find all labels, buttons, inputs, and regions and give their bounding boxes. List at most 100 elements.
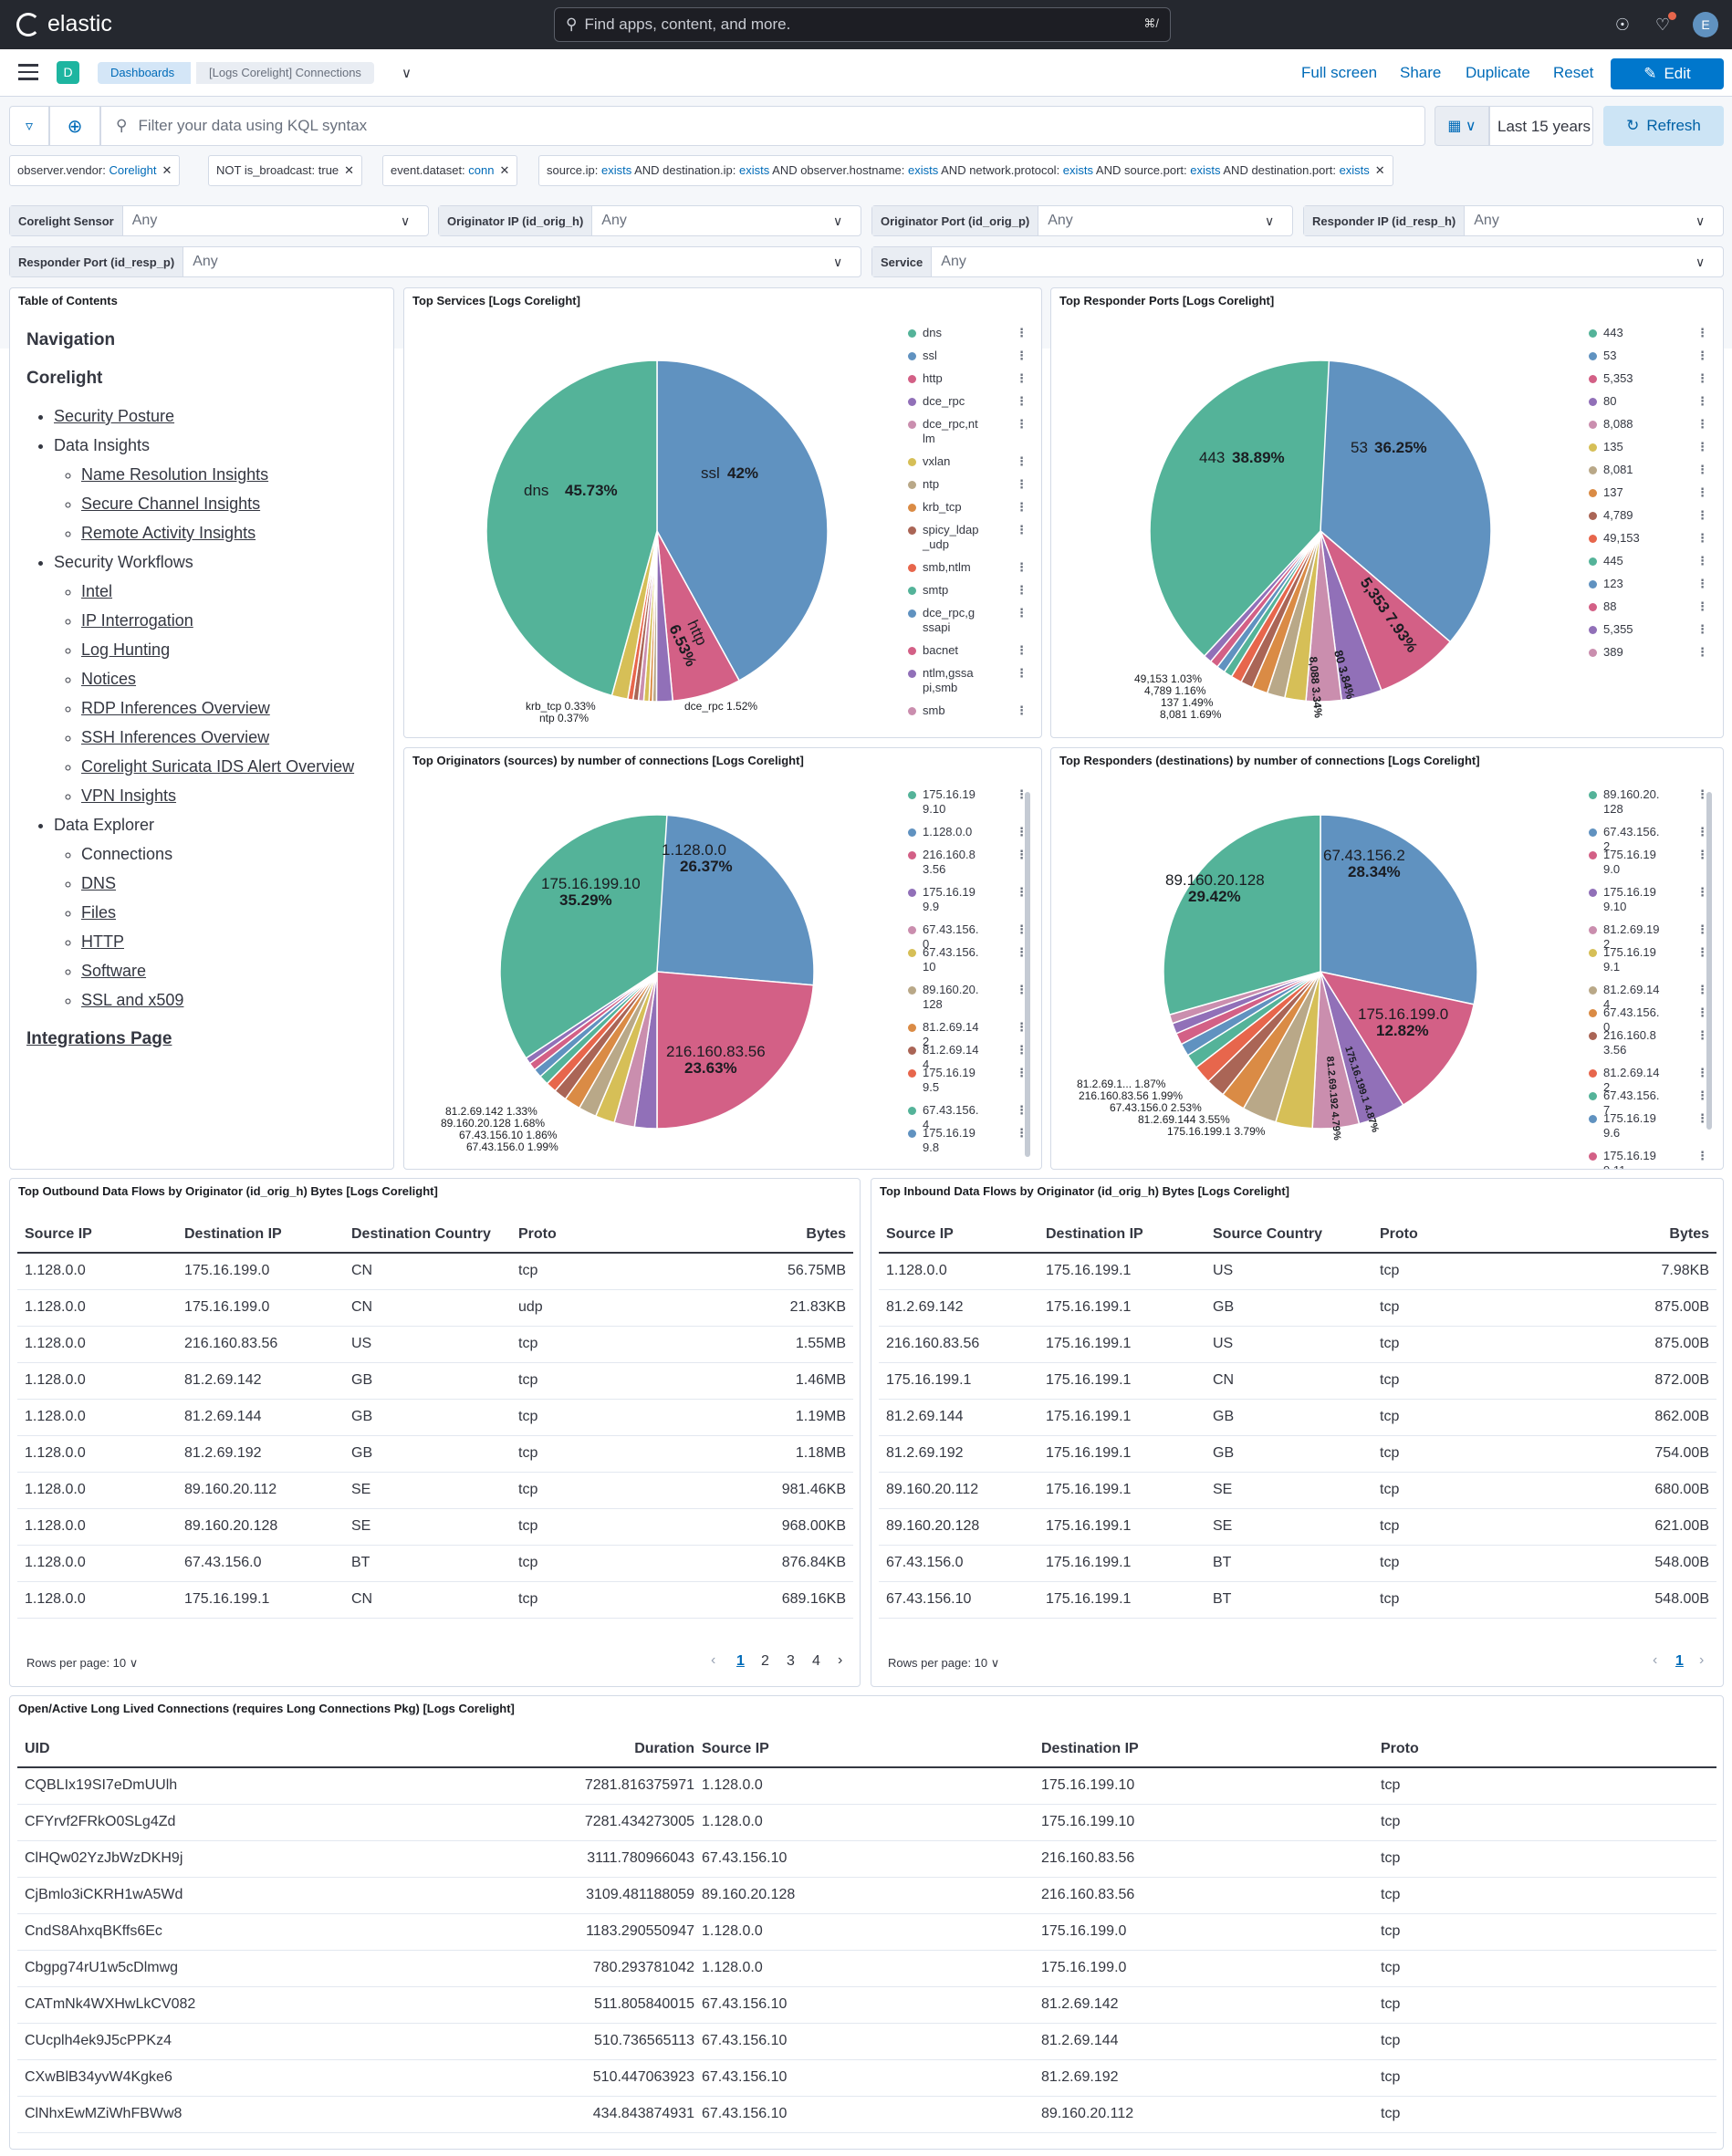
column-header[interactable]: UID [17,1731,382,1768]
column-header[interactable]: Destination IP [1041,1731,1381,1768]
legend-item[interactable]: 4,789 ⋮ [1589,508,1708,523]
legend-actions-icon[interactable]: ⋮ [1016,983,1028,996]
legend-item[interactable]: 67.43.156.2 ⋮ [1589,825,1708,854]
legend-item[interactable]: vxlan ⋮ [908,454,1028,469]
reset-button[interactable]: Reset [1553,64,1594,81]
column-header[interactable]: Proto [518,1216,685,1254]
legend-actions-icon[interactable]: ⋮ [1696,922,1708,936]
link-name-resolution[interactable]: Name Resolution Insights [81,465,269,484]
close-icon[interactable]: ✕ [344,163,355,177]
close-icon[interactable]: ✕ [162,163,172,177]
legend-item[interactable]: 175.16.199.10 ⋮ [1589,885,1708,914]
page-3[interactable]: 3 [787,1653,795,1669]
legend-item[interactable]: ntlm,gssapi,smb ⋮ [908,666,1028,695]
news-feed-icon[interactable]: ♡ [1654,16,1671,34]
legend-item[interactable]: 81.2.69.142 ⋮ [1589,1066,1708,1095]
filter-pill-vendor[interactable]: observer.vendor: Corelight ✕ [9,155,181,186]
legend-item[interactable]: 216.160.83.56 ⋮ [1589,1028,1708,1057]
legend-item[interactable]: 5,353 ⋮ [1589,371,1708,386]
legend-actions-icon[interactable]: ⋮ [1696,1028,1708,1042]
legend-item[interactable]: 137 ⋮ [1589,485,1708,500]
legend-item[interactable]: 175.16.199.6 ⋮ [1589,1111,1708,1140]
link-notices[interactable]: Notices [81,670,137,688]
link-http[interactable]: HTTP [81,932,124,951]
legend-item[interactable]: 67.43.156.4 ⋮ [908,1103,1028,1132]
legend-actions-icon[interactable]: ⋮ [1016,885,1028,899]
link-files[interactable]: Files [81,903,117,922]
legend-item[interactable]: dns ⋮ [908,326,1028,340]
legend-item[interactable]: 67.43.156.0 ⋮ [908,922,1028,952]
next-page-icon[interactable]: › [1699,1652,1705,1668]
legend-item[interactable]: 88 ⋮ [1589,599,1708,614]
legend-actions-icon[interactable]: ⋮ [1016,848,1028,861]
legend-actions-icon[interactable]: ⋮ [1016,1043,1028,1057]
legend-actions-icon[interactable]: ⋮ [1696,1005,1708,1019]
pie-slice[interactable] [1149,359,1330,658]
global-search-input[interactable]: ⚲ Find apps, content, and more. ⌘/ [554,7,1171,42]
legend-actions-icon[interactable]: ⋮ [1696,848,1708,861]
legend-actions-icon[interactable]: ⋮ [1696,349,1708,362]
legend-actions-icon[interactable]: ⋮ [1016,326,1028,339]
control-responder-ip[interactable]: Responder IP (id_resp_h) Any ∨ [1303,205,1724,236]
legend-item[interactable]: 53 ⋮ [1589,349,1708,363]
link-ip-interrogation[interactable]: IP Interrogation [81,611,193,630]
share-button[interactable]: Share [1400,64,1442,81]
elastic-logo[interactable]: elastic [16,11,112,37]
link-remote-activity[interactable]: Remote Activity Insights [81,524,256,542]
legend-item[interactable]: 175.16.199.9 ⋮ [908,885,1028,914]
legend-item[interactable]: dce_rpc,gssapi ⋮ [908,606,1028,635]
refresh-button[interactable]: ↻ Refresh [1603,106,1724,146]
legend-actions-icon[interactable]: ⋮ [1696,885,1708,899]
legend-scrollbar[interactable] [1025,792,1030,1157]
legend-item[interactable]: 175.16.199.8 ⋮ [908,1126,1028,1155]
link-vpn[interactable]: VPN Insights [81,786,177,805]
legend-item[interactable]: ssl ⋮ [908,349,1028,363]
legend-actions-icon[interactable]: ⋮ [1696,394,1708,408]
legend-item[interactable]: dce_rpc ⋮ [908,394,1028,409]
legend-actions-icon[interactable]: ⋮ [1016,560,1028,574]
legend-item[interactable]: 80 ⋮ [1589,394,1708,409]
legend-item[interactable]: 89.160.20.128 ⋮ [908,983,1028,1012]
column-header[interactable]: Proto [1381,1731,1716,1768]
next-page-icon[interactable]: › [838,1652,843,1668]
page-2[interactable]: 2 [761,1653,769,1669]
legend-actions-icon[interactable]: ⋮ [1016,349,1028,362]
legend-actions-icon[interactable]: ⋮ [1016,1020,1028,1034]
column-header[interactable]: Source Country [1213,1216,1380,1254]
column-header[interactable]: Bytes [685,1216,853,1254]
legend-actions-icon[interactable]: ⋮ [1696,622,1708,636]
legend-scrollbar[interactable] [1706,792,1712,1130]
filter-pill-exists[interactable]: source.ip: exists AND destination.ip: ex… [538,155,1393,186]
legend-actions-icon[interactable]: ⋮ [1016,523,1028,536]
link-security-posture[interactable]: Security Posture [54,407,175,425]
pie-slice[interactable] [656,814,815,986]
legend-actions-icon[interactable]: ⋮ [1016,371,1028,385]
legend-actions-icon[interactable]: ⋮ [1016,606,1028,620]
filter-pill-dataset[interactable]: event.dataset: conn ✕ [382,155,518,186]
legend-actions-icon[interactable]: ⋮ [1696,825,1708,838]
legend-actions-icon[interactable]: ⋮ [1696,1066,1708,1079]
legend-actions-icon[interactable]: ⋮ [1016,643,1028,657]
link-ssl[interactable]: SSL and x509 [81,991,184,1009]
legend-actions-icon[interactable]: ⋮ [1016,666,1028,680]
legend-item[interactable]: 8,081 ⋮ [1589,463,1708,477]
duplicate-button[interactable]: Duplicate [1466,64,1530,81]
legend-item[interactable]: 175.16.199.11 ⋮ [1589,1149,1708,1169]
legend-item[interactable]: 81.2.69.144 ⋮ [1589,983,1708,1012]
legend-item[interactable]: 389 ⋮ [1589,645,1708,660]
legend-actions-icon[interactable]: ⋮ [1696,440,1708,453]
legend-actions-icon[interactable]: ⋮ [1696,531,1708,545]
pie-slice[interactable] [485,359,658,697]
column-header[interactable]: Duration [382,1731,702,1768]
close-icon[interactable]: ✕ [499,163,510,177]
legend-item[interactable]: 1.128.0.0 ⋮ [908,825,1028,839]
legend-item[interactable]: 81.2.69.142 ⋮ [908,1020,1028,1049]
prev-page-icon[interactable]: ‹ [711,1652,716,1668]
legend-item[interactable]: dce_rpc,ntlm ⋮ [908,417,1028,446]
legend-item[interactable]: smb,ntlm ⋮ [908,560,1028,575]
legend-actions-icon[interactable]: ⋮ [1696,645,1708,659]
legend-item[interactable]: 5,355 ⋮ [1589,622,1708,637]
legend-item[interactable]: 175.16.199.0 ⋮ [1589,848,1708,877]
legend-actions-icon[interactable]: ⋮ [1016,787,1028,801]
legend-actions-icon[interactable]: ⋮ [1016,1103,1028,1117]
